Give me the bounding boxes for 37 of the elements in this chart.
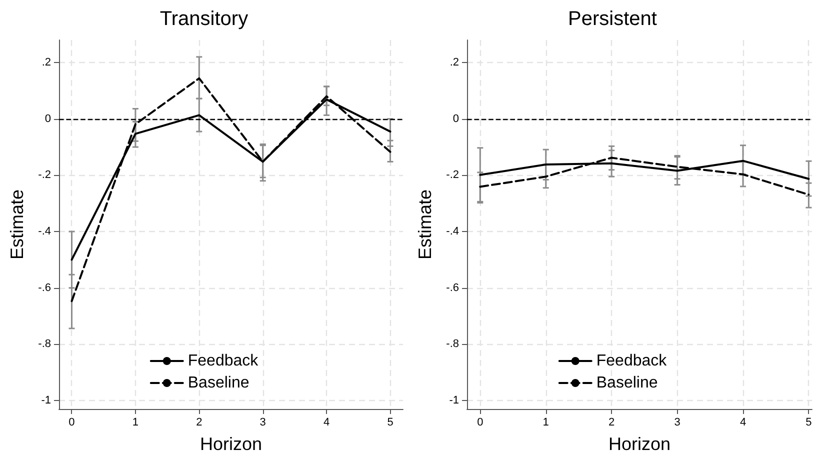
- y-tick-label: 0: [452, 112, 459, 125]
- line-series: [479, 156, 810, 196]
- x-tick-label: 3: [260, 416, 266, 428]
- y-tick-label: .2: [450, 56, 459, 69]
- y-tick-label: -.4: [446, 226, 459, 238]
- y-tick-label: -1: [41, 394, 51, 407]
- y-tick-label: -.6: [38, 282, 51, 294]
- x-tick-label: 4: [740, 416, 746, 428]
- x-tick-label: 2: [196, 416, 202, 428]
- y-tick-label: -.8: [446, 338, 459, 350]
- y-tick-label: 0: [44, 112, 51, 125]
- y-tick-label: -.2: [38, 169, 51, 182]
- x-tick-label: 5: [806, 416, 812, 428]
- x-tick-label: 4: [323, 416, 330, 428]
- x-tick-label: 2: [608, 416, 615, 428]
- y-axis-title: Estimate: [415, 189, 435, 260]
- chart-title: Transitory: [160, 8, 248, 30]
- x-tick-label: 1: [132, 416, 139, 428]
- y-tick-label: -.8: [38, 338, 51, 350]
- x-tick-label: 1: [542, 416, 549, 428]
- chart-title: Persistent: [568, 8, 658, 30]
- legend-label: Baseline: [596, 374, 658, 392]
- x-tick-label: 0: [477, 416, 484, 428]
- y-axis-title: Estimate: [7, 189, 27, 260]
- legend-label: Feedback: [188, 352, 260, 370]
- x-tick-label: 0: [68, 416, 75, 428]
- legend-label: Baseline: [188, 374, 250, 392]
- y-tick-label: .2: [42, 56, 51, 69]
- x-tick-label: 3: [674, 416, 680, 428]
- y-tick-label: -.4: [38, 226, 51, 238]
- y-tick-label: -.2: [446, 169, 459, 182]
- x-axis-title: Horizon: [200, 434, 262, 454]
- x-axis-title: Horizon: [608, 434, 671, 454]
- x-tick-label: 5: [387, 416, 394, 428]
- y-tick-label: -1: [449, 394, 459, 407]
- legend-label: Feedback: [596, 352, 668, 370]
- y-tick-label: -.6: [446, 282, 459, 294]
